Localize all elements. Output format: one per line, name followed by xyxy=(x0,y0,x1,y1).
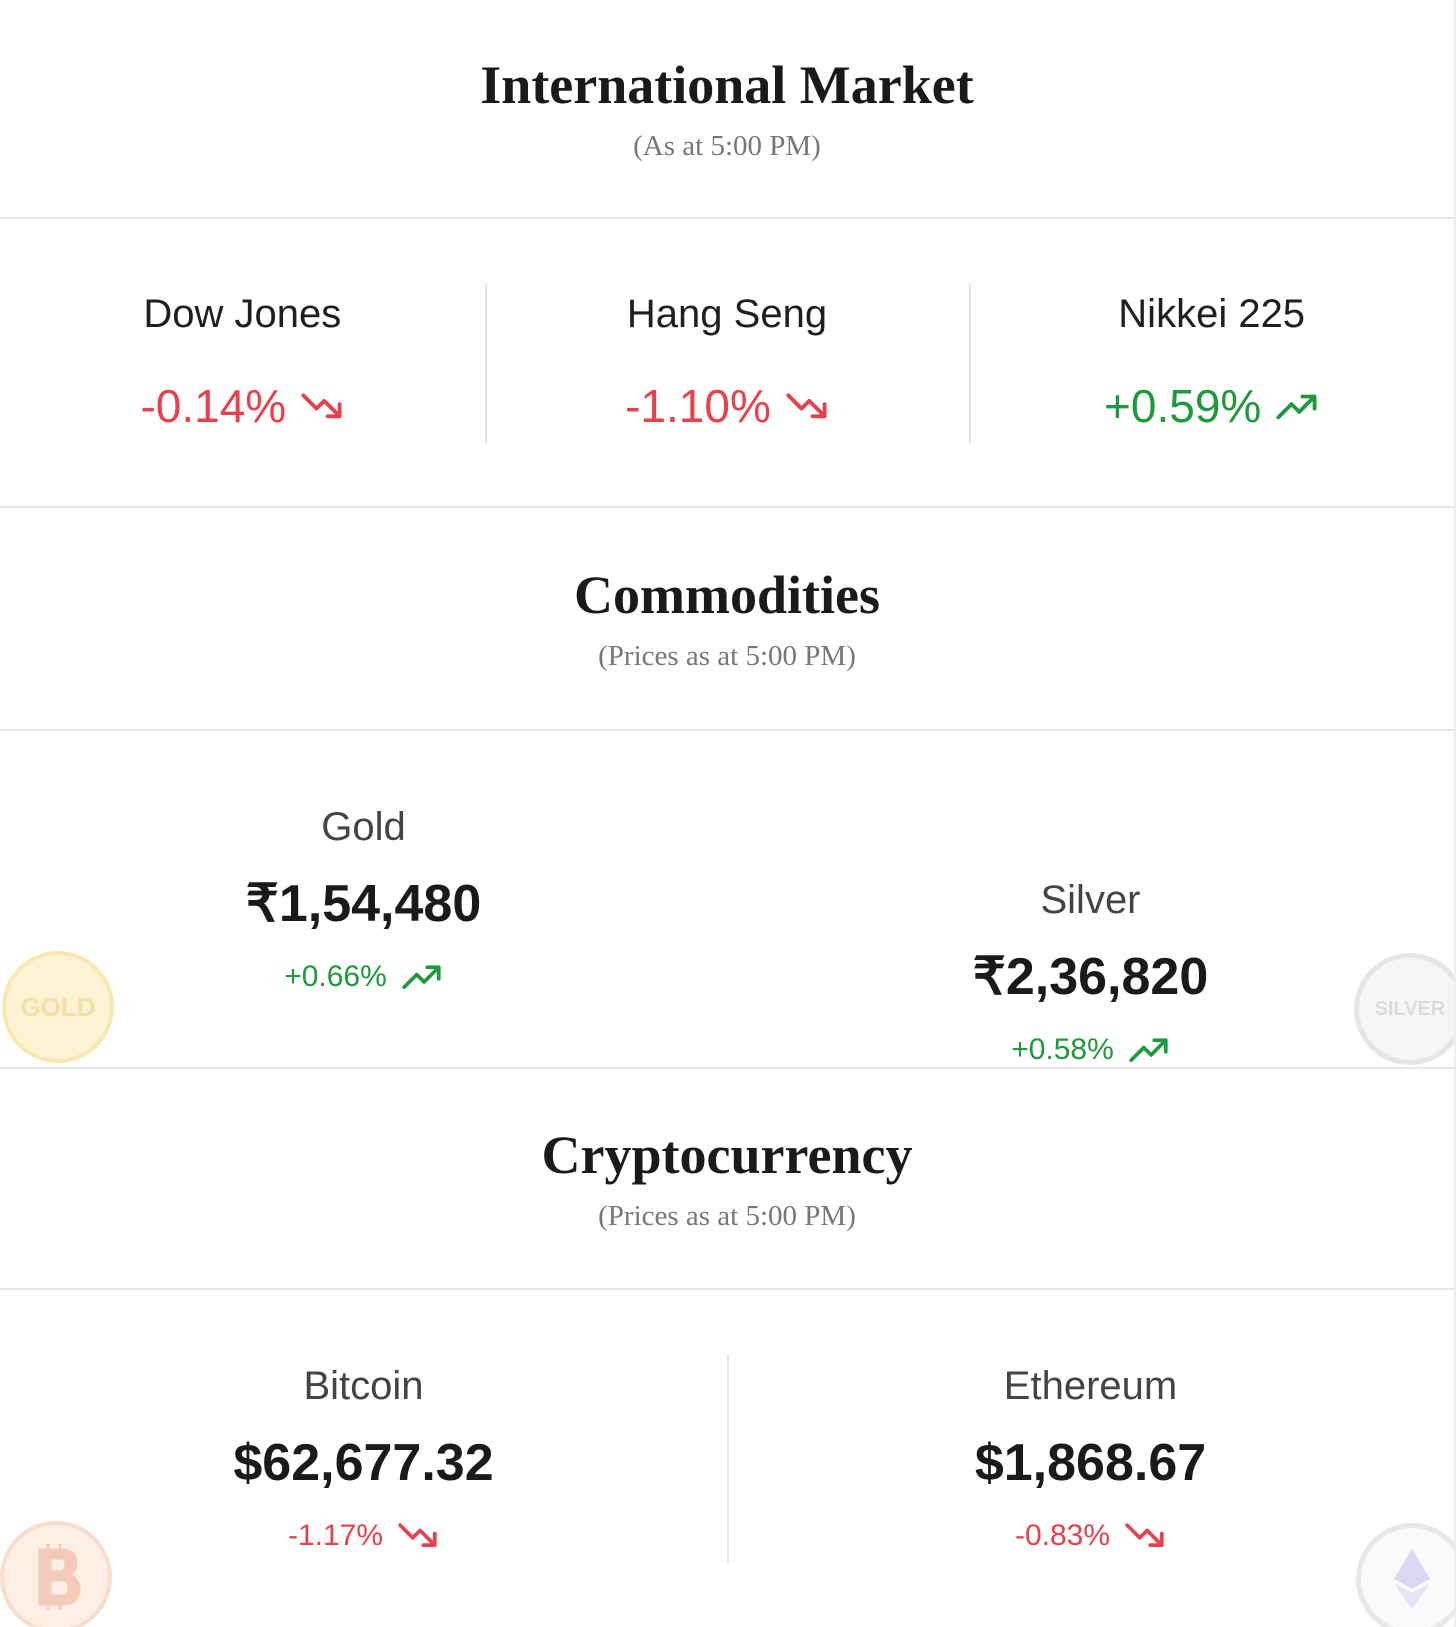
market-cell: Silver ₹2,36,820 +0.58% xyxy=(727,731,1454,1067)
item-change: +0.58% xyxy=(1011,1033,1170,1067)
section-subtitle: (Prices as at 5:00 PM) xyxy=(598,1200,856,1232)
section-subtitle: (Prices as at 5:00 PM) xyxy=(598,640,856,672)
market-cell: Dow Jones -0.14% xyxy=(0,219,485,506)
crypto-row: Bitcoin $62,677.32 -1.17% Ethereum $1,868.67… xyxy=(0,1290,1454,1627)
cell-divider xyxy=(484,283,487,444)
trend-up-icon xyxy=(402,965,441,989)
item-change: +0.59% xyxy=(1104,379,1319,433)
crypto-header: Cryptocurrency (Prices as at 5:00 PM) xyxy=(0,1069,1454,1290)
coin-badge: SILVER xyxy=(1354,953,1454,1065)
trend-down-icon xyxy=(301,393,342,418)
item-name: Ethereum xyxy=(1003,1364,1178,1408)
item-name: Gold xyxy=(321,804,406,849)
commodities-header: Commodities (Prices as at 5:00 PM) xyxy=(0,508,1454,731)
market-cell: Nikkei 225 +0.59% xyxy=(969,219,1454,506)
item-name: Dow Jones xyxy=(143,292,342,336)
section-title: Cryptocurrency xyxy=(541,1125,913,1185)
item-name: Hang Seng xyxy=(626,292,828,336)
ethereum-symbol xyxy=(1394,1549,1430,1609)
change-value: -0.83% xyxy=(1014,1519,1111,1552)
item-price: ₹2,36,820 xyxy=(972,948,1209,1006)
item-price: $62,677.32 xyxy=(233,1434,494,1492)
section-subtitle: (As at 5:00 PM) xyxy=(633,130,821,162)
coin-badge: GOLD xyxy=(2,951,114,1063)
item-name: Nikkei 225 xyxy=(1118,292,1306,336)
index-row: Dow Jones -0.14% Hang Seng -1.10% Nikkei 225… xyxy=(0,219,1454,508)
change-value: -1.17% xyxy=(287,1519,384,1552)
change-value: -1.10% xyxy=(625,380,771,432)
cell-divider xyxy=(969,283,972,444)
market-cell: Hang Seng -1.10% xyxy=(484,219,970,506)
item-change: -1.10% xyxy=(625,379,829,433)
market-cell: Ethereum $1,868.67 -0.83% xyxy=(727,1290,1454,1627)
bitcoin-coin-icon xyxy=(0,1521,112,1627)
trend-down-icon xyxy=(786,393,827,418)
trend-down-icon xyxy=(1125,1523,1164,1548)
international-header: International Market (As at 5:00 PM) xyxy=(0,0,1454,219)
item-change: -0.14% xyxy=(140,379,344,433)
item-name: Silver xyxy=(1040,878,1141,922)
item-name: Bitcoin xyxy=(303,1364,424,1408)
bitcoin-symbol xyxy=(38,1544,81,1610)
cell-divider xyxy=(727,1354,729,1564)
ethereum-coin-icon xyxy=(1356,1523,1454,1627)
trend-up-icon xyxy=(1276,394,1317,419)
market-cell: Gold ₹1,54,480 +0.66% xyxy=(0,731,727,1067)
trend-down-icon xyxy=(398,1523,437,1548)
item-change: +0.66% xyxy=(284,960,443,994)
item-price: $1,868.67 xyxy=(974,1434,1207,1492)
item-change: -1.17% xyxy=(288,1519,439,1553)
change-value: +0.58% xyxy=(1011,1033,1114,1066)
change-value: +0.66% xyxy=(284,959,387,993)
item-price: ₹1,54,480 xyxy=(245,874,482,933)
change-value: +0.59% xyxy=(1104,380,1262,432)
trend-up-icon xyxy=(1129,1038,1168,1063)
market-cell: Bitcoin $62,677.32 -1.17% xyxy=(0,1290,727,1627)
item-change: -0.83% xyxy=(1015,1519,1166,1553)
section-title: International Market xyxy=(480,55,974,115)
commodities-row: Gold ₹1,54,480 +0.66% GOLD Silver ₹2,36,820 +0… xyxy=(0,731,1454,1069)
change-value: -0.14% xyxy=(140,380,287,432)
section-title: Commodities xyxy=(574,565,880,625)
